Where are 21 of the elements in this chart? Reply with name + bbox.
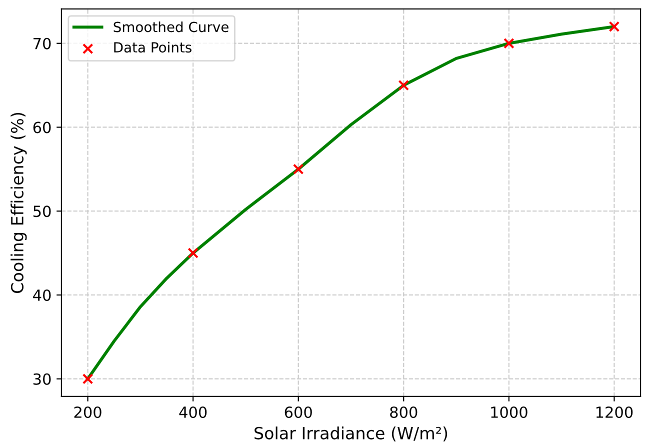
point [292, 164, 304, 175]
point [82, 373, 94, 384]
x-tick-label: 800 [390, 406, 418, 418]
point [608, 21, 620, 32]
x-tick-label: 1000 [491, 406, 528, 418]
point [188, 248, 199, 258]
y-tick-label: 70 [34, 38, 51, 50]
y-axis-title: Cooling Efficiency (%) [10, 112, 27, 293]
point [503, 38, 514, 49]
y-tick-label: 30 [33, 373, 51, 385]
x-tick-label: 1200 [596, 406, 633, 418]
x-axis-title: Solar Irradiance (W/m²) [254, 426, 448, 442]
y-tick-label: 50 [33, 206, 51, 218]
x-tick-label: 400 [179, 406, 207, 418]
legend-label: Data Points [114, 42, 192, 53]
y-tick-label: 40 [33, 289, 51, 302]
x-tick-label: 600 [284, 406, 312, 418]
y-tick-label: 60 [33, 122, 51, 134]
x-tick-label: 200 [74, 406, 102, 418]
legend-label: Smoothed Curve [114, 21, 228, 32]
point [398, 80, 410, 91]
